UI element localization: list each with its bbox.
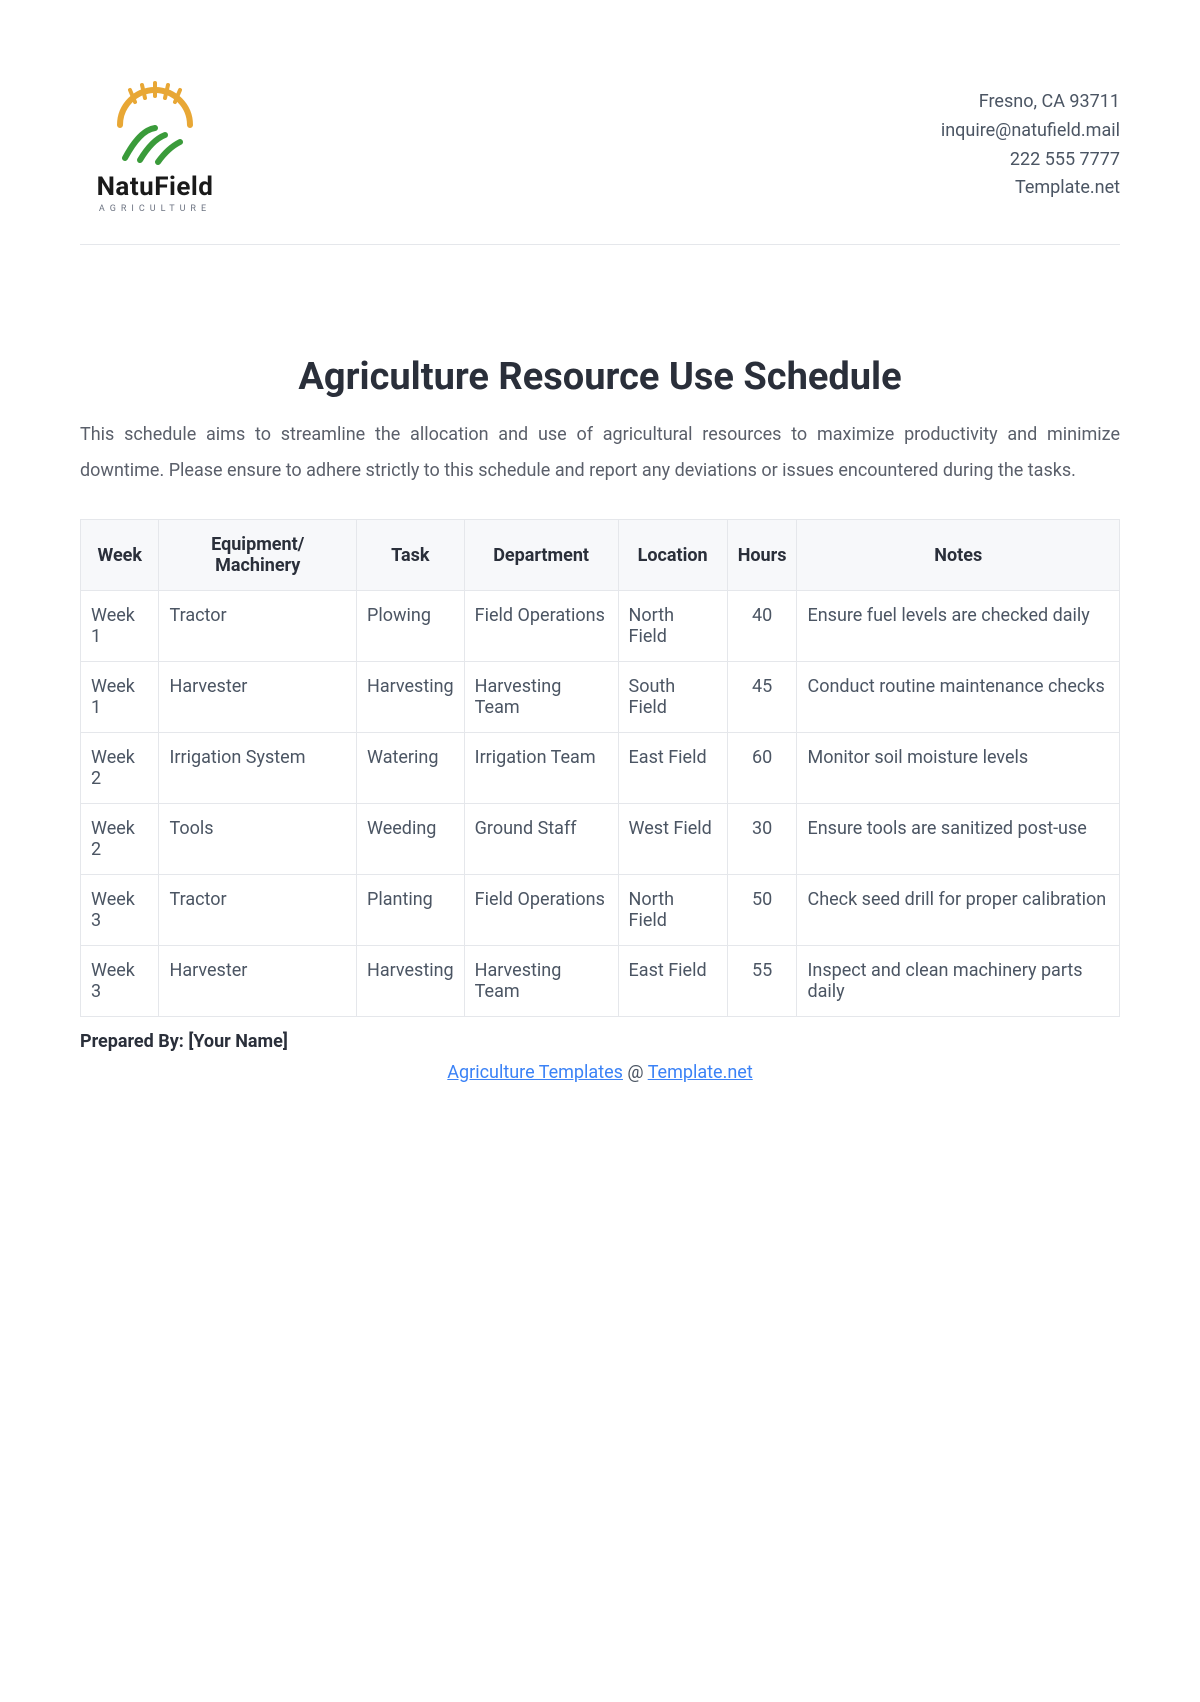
table-cell: Tractor	[159, 591, 357, 662]
table-header-row: Week Equipment/ Machinery Task Departmen…	[81, 520, 1120, 591]
table-cell: Plowing	[357, 591, 465, 662]
table-cell: Harvesting	[357, 662, 465, 733]
footer-at: @	[623, 1062, 648, 1083]
col-task: Task	[357, 520, 465, 591]
table-cell: 60	[727, 733, 797, 804]
table-cell: 55	[727, 946, 797, 1017]
table-cell: Week 1	[81, 662, 159, 733]
table-row: Week 3HarvesterHarvestingHarvesting Team…	[81, 946, 1120, 1017]
table-cell: Harvester	[159, 662, 357, 733]
contact-site: Template.net	[941, 174, 1120, 203]
contact-email: inquire@natufield.mail	[941, 117, 1120, 146]
table-cell: Inspect and clean machinery parts daily	[797, 946, 1120, 1017]
col-week: Week	[81, 520, 159, 591]
brand-logo-block: NatuField AGRICULTURE	[80, 80, 230, 214]
table-row: Week 2Irrigation SystemWateringIrrigatio…	[81, 733, 1120, 804]
table-cell: Harvesting Team	[464, 662, 618, 733]
schedule-table: Week Equipment/ Machinery Task Departmen…	[80, 519, 1120, 1017]
table-cell: Harvester	[159, 946, 357, 1017]
brand-name: NatuField	[97, 172, 214, 202]
prepared-by-label: Prepared By: [Your Name]	[80, 1031, 1120, 1052]
intro-paragraph: This schedule aims to streamline the all…	[80, 417, 1120, 489]
table-cell: East Field	[618, 733, 727, 804]
table-cell: Harvesting Team	[464, 946, 618, 1017]
natufield-logo-icon	[80, 80, 230, 170]
table-cell: Field Operations	[464, 875, 618, 946]
table-cell: Planting	[357, 875, 465, 946]
footer-link-templates[interactable]: Agriculture Templates	[447, 1062, 623, 1083]
table-cell: Monitor soil moisture levels	[797, 733, 1120, 804]
table-cell: Tools	[159, 804, 357, 875]
brand-tagline: AGRICULTURE	[99, 204, 211, 214]
col-equipment: Equipment/ Machinery	[159, 520, 357, 591]
table-cell: Ground Staff	[464, 804, 618, 875]
table-cell: Field Operations	[464, 591, 618, 662]
table-cell: 30	[727, 804, 797, 875]
table-cell: Week 3	[81, 875, 159, 946]
table-cell: 50	[727, 875, 797, 946]
table-cell: Harvesting	[357, 946, 465, 1017]
table-cell: 40	[727, 591, 797, 662]
table-cell: West Field	[618, 804, 727, 875]
col-department: Department	[464, 520, 618, 591]
table-cell: North Field	[618, 875, 727, 946]
contact-phone: 222 555 7777	[941, 146, 1120, 175]
table-row: Week 1TractorPlowingField OperationsNort…	[81, 591, 1120, 662]
table-cell: Watering	[357, 733, 465, 804]
footer-link-site[interactable]: Template.net	[648, 1062, 753, 1083]
table-row: Week 1HarvesterHarvestingHarvesting Team…	[81, 662, 1120, 733]
table-cell: Irrigation Team	[464, 733, 618, 804]
table-cell: Check seed drill for proper calibration	[797, 875, 1120, 946]
contact-address: Fresno, CA 93711	[941, 88, 1120, 117]
table-cell: Conduct routine maintenance checks	[797, 662, 1120, 733]
table-cell: South Field	[618, 662, 727, 733]
table-cell: Tractor	[159, 875, 357, 946]
table-cell: East Field	[618, 946, 727, 1017]
table-row: Week 2ToolsWeedingGround StaffWest Field…	[81, 804, 1120, 875]
table-cell: Week 3	[81, 946, 159, 1017]
col-hours: Hours	[727, 520, 797, 591]
col-location: Location	[618, 520, 727, 591]
col-notes: Notes	[797, 520, 1120, 591]
table-row: Week 3TractorPlantingField OperationsNor…	[81, 875, 1120, 946]
document-header: NatuField AGRICULTURE Fresno, CA 93711 i…	[80, 80, 1120, 245]
table-cell: Ensure tools are sanitized post-use	[797, 804, 1120, 875]
table-cell: Ensure fuel levels are checked daily	[797, 591, 1120, 662]
footer-links: Agriculture Templates @ Template.net	[80, 1062, 1120, 1083]
table-cell: Irrigation System	[159, 733, 357, 804]
table-cell: Weeding	[357, 804, 465, 875]
table-cell: Week 1	[81, 591, 159, 662]
table-cell: Week 2	[81, 733, 159, 804]
contact-block: Fresno, CA 93711 inquire@natufield.mail …	[941, 80, 1120, 203]
page-title: Agriculture Resource Use Schedule	[80, 355, 1120, 399]
table-cell: Week 2	[81, 804, 159, 875]
table-cell: 45	[727, 662, 797, 733]
table-cell: North Field	[618, 591, 727, 662]
